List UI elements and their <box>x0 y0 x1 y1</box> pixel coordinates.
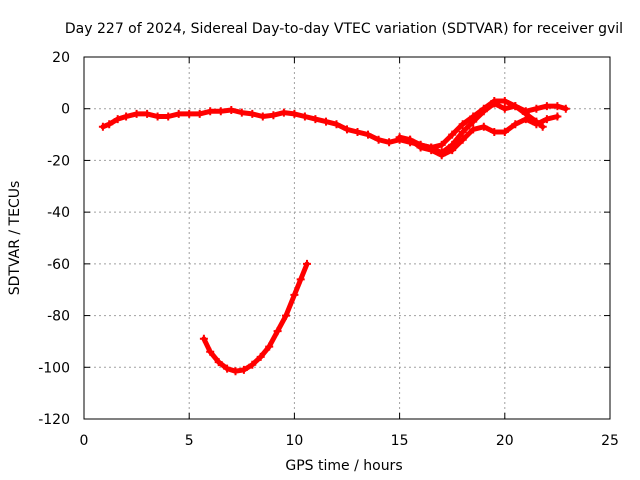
data-point <box>265 342 274 351</box>
data-point <box>437 140 446 149</box>
data-point <box>406 135 415 144</box>
y-tick-label: -80 <box>47 309 70 325</box>
data-point <box>237 108 246 117</box>
data-point <box>206 347 215 356</box>
data-point <box>458 135 467 144</box>
data-point <box>553 112 562 121</box>
data-point <box>364 130 372 139</box>
data-point <box>479 122 488 131</box>
data-point <box>500 104 509 113</box>
series-dip-curve <box>201 261 310 374</box>
data-point <box>500 97 509 105</box>
data-point <box>511 120 520 129</box>
data-point <box>199 334 208 343</box>
data-point <box>490 97 499 105</box>
data-point <box>282 311 290 320</box>
data-point <box>532 104 541 113</box>
data-point <box>248 109 257 118</box>
data-point <box>279 108 288 117</box>
data-point <box>269 111 278 120</box>
data-point <box>174 109 183 118</box>
data-point <box>490 128 499 136</box>
data-point <box>521 115 530 124</box>
data-point <box>427 146 436 155</box>
y-tick-label: 20 <box>52 50 70 66</box>
y-tick-label: -60 <box>47 257 70 273</box>
data-point <box>105 120 114 129</box>
data-point <box>511 102 520 111</box>
y-axis-label: SDTVAR / TECUs <box>7 181 23 296</box>
x-tick-label: 10 <box>285 433 303 449</box>
data-point <box>343 125 351 134</box>
data-point <box>458 120 467 129</box>
data-point <box>553 102 562 111</box>
chart-title: Day 227 of 2024, Sidereal Day-to-day VTE… <box>65 21 623 37</box>
x-tick-label: 20 <box>496 433 514 449</box>
x-tick-labels: 0 5 10 15 20 25 <box>80 433 619 449</box>
data-point <box>416 143 425 152</box>
y-tick-label: -100 <box>38 360 70 376</box>
data-point <box>214 358 223 367</box>
data-point <box>273 327 282 336</box>
data-point <box>113 115 122 124</box>
data-point <box>300 112 309 121</box>
data-point <box>448 146 457 155</box>
data-point <box>143 109 152 118</box>
data-point <box>542 102 551 111</box>
data-point <box>258 112 267 121</box>
x-tick-label: 5 <box>185 433 194 449</box>
data-point <box>532 120 541 129</box>
data-point <box>248 360 257 369</box>
data-point <box>122 112 131 121</box>
data-point <box>479 104 488 113</box>
data-point <box>353 128 362 136</box>
y-tick-labels: -120 -100 -80 -60 -40 -20 0 20 <box>38 50 70 428</box>
x-tick-label: 0 <box>80 433 89 449</box>
data-point <box>231 367 240 376</box>
data-point <box>311 115 320 124</box>
data-point <box>437 151 446 160</box>
data-series <box>98 97 570 376</box>
data-point <box>98 122 107 131</box>
y-tick-label: -20 <box>47 153 70 169</box>
data-point <box>469 112 478 121</box>
x-tick-label: 25 <box>601 433 619 449</box>
data-point <box>542 115 551 124</box>
data-point <box>216 107 225 116</box>
plot-frame <box>83 56 611 420</box>
data-point <box>448 130 457 139</box>
data-point <box>195 109 204 118</box>
y-tick-label: 0 <box>61 102 70 118</box>
data-point <box>469 125 478 134</box>
x-axis-label: GPS time / hours <box>285 458 402 474</box>
data-point <box>256 352 265 361</box>
data-point <box>290 290 299 299</box>
data-point <box>185 109 194 118</box>
data-point <box>322 117 330 126</box>
data-point <box>303 259 311 268</box>
x-tick-label: 15 <box>391 433 409 449</box>
data-point <box>296 275 305 284</box>
data-point <box>385 138 394 147</box>
data-point <box>332 120 341 129</box>
data-point <box>164 112 173 121</box>
data-point <box>458 128 467 136</box>
data-point <box>239 365 248 374</box>
data-point <box>227 106 236 114</box>
data-point <box>500 128 509 136</box>
data-point <box>538 122 547 131</box>
data-point <box>206 107 215 116</box>
data-point <box>290 109 299 118</box>
data-point <box>395 133 404 142</box>
y-tick-label: -120 <box>38 412 70 428</box>
data-point <box>132 109 141 118</box>
data-point <box>374 135 383 144</box>
y-tick-label: -40 <box>47 205 70 221</box>
data-point <box>223 364 232 373</box>
data-point <box>153 112 162 121</box>
data-point <box>561 104 570 113</box>
